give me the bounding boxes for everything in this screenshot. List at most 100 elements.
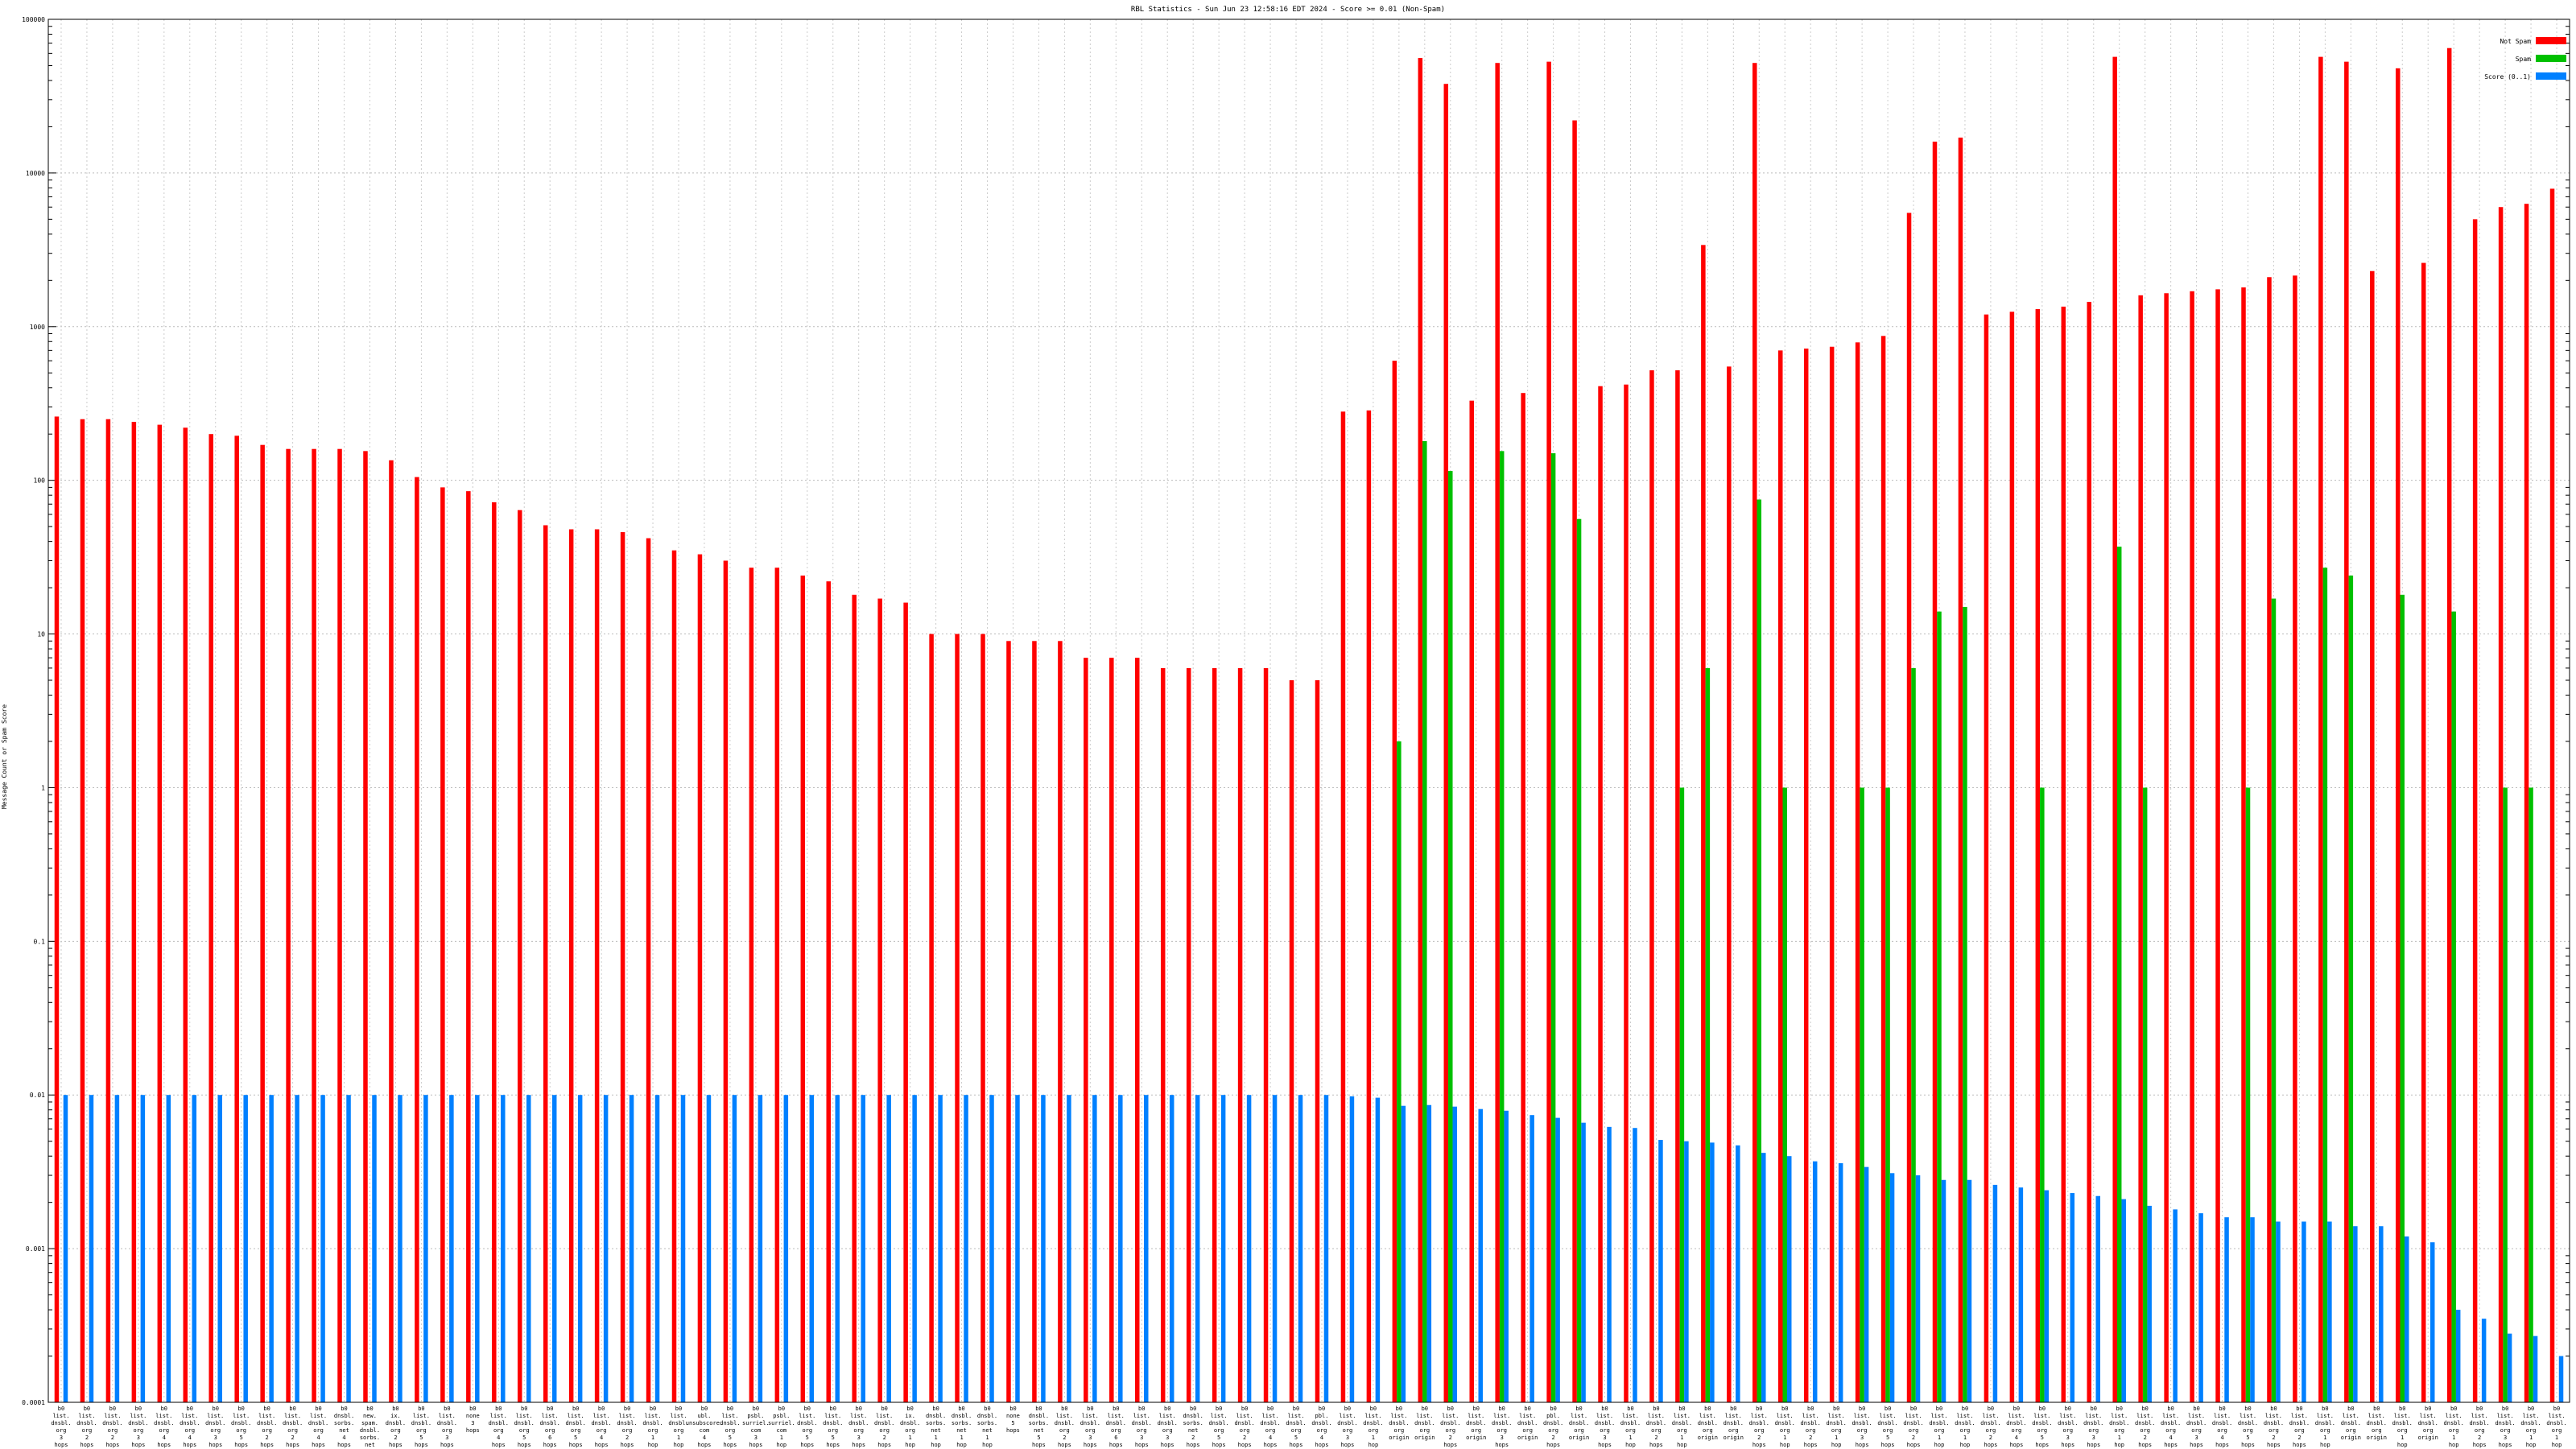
bar-not-spam bbox=[1160, 667, 1166, 1402]
x-tick-label: b0 list. dnsbl. org origin bbox=[1414, 1406, 1435, 1441]
x-tick-label: b0 ix. dnsbl. org 1 hop bbox=[900, 1406, 920, 1448]
x-tick-label-line: b0 bbox=[727, 1406, 733, 1412]
x-tick-label-line: dnsbl. bbox=[102, 1420, 122, 1426]
bar-not-spam bbox=[2396, 68, 2401, 1402]
x-tick-label-line: dnsbl. bbox=[642, 1420, 663, 1426]
x-tick-label-line: hops bbox=[698, 1442, 712, 1448]
bar-score-0-1- bbox=[938, 1095, 943, 1402]
bar-not-spam bbox=[2035, 309, 2041, 1403]
x-tick-label-line: dnsbl. bbox=[411, 1420, 431, 1426]
x-tick-label-line: org bbox=[2449, 1427, 2459, 1434]
x-tick-label-line: list. bbox=[2523, 1413, 2540, 1419]
x-tick-label-line: dnsbl. bbox=[668, 1420, 688, 1426]
x-tick-label-line: hops bbox=[1546, 1442, 1560, 1448]
bar-not-spam bbox=[1984, 314, 1989, 1402]
x-tick-label-line: 3 bbox=[471, 1420, 474, 1426]
x-tick-label-line: list. bbox=[1519, 1413, 1536, 1419]
x-tick-label-line: list. bbox=[2111, 1413, 2128, 1419]
bar-score-0-1- bbox=[475, 1095, 480, 1402]
x-tick-label-line: org bbox=[82, 1427, 93, 1434]
x-tick-label-line: 5 bbox=[832, 1435, 835, 1441]
x-tick-label-line: dnsbl. bbox=[2418, 1420, 2438, 1426]
x-tick-label-line: org bbox=[1059, 1427, 1070, 1434]
bar-score-0-1- bbox=[63, 1095, 68, 1402]
bar-not-spam bbox=[466, 491, 471, 1402]
x-tick-label-line: hops bbox=[183, 1442, 196, 1448]
x-tick-label-line: hops bbox=[1187, 1442, 1200, 1448]
x-tick-label-line: org bbox=[1754, 1427, 1765, 1434]
x-tick-label-line: dnsbl. bbox=[1646, 1420, 1666, 1426]
x-tick-label-line: org bbox=[2346, 1427, 2356, 1434]
x-tick-label-line: dnsbl. bbox=[1080, 1420, 1100, 1426]
x-tick-label-line: list. bbox=[1622, 1413, 1639, 1419]
x-tick-label-line: net bbox=[1034, 1427, 1044, 1434]
bar-score-0-1- bbox=[861, 1095, 865, 1402]
x-tick-label: b0 list. dnsbl. org 4 hops bbox=[2212, 1406, 2232, 1448]
x-tick-label-line: hops bbox=[260, 1442, 274, 1448]
bar-score-0-1- bbox=[1401, 1105, 1406, 1402]
x-tick-label-line: hops bbox=[466, 1427, 480, 1434]
bar-score-0-1- bbox=[1633, 1128, 1637, 1402]
bar-not-spam bbox=[312, 448, 316, 1403]
x-tick-label-line: 2 bbox=[1243, 1435, 1246, 1441]
x-tick-label-line: list. bbox=[2265, 1413, 2282, 1419]
x-tick-label-line: b0 bbox=[1241, 1406, 1248, 1412]
x-tick-label: b0 list. dnsbl. org 1 hop bbox=[1775, 1406, 1795, 1448]
bar-not-spam bbox=[1546, 61, 1551, 1402]
x-tick-label-line: hops bbox=[131, 1442, 145, 1448]
x-tick-label-line: dnsbl. bbox=[797, 1420, 817, 1426]
x-tick-label: b0 dnsbl. sorbs. net 5 hops bbox=[1029, 1406, 1049, 1448]
x-tick-label: b0 list. dnsbl. org 1 hop bbox=[2109, 1406, 2129, 1448]
legend-label: Not Spam bbox=[2500, 38, 2531, 45]
x-tick-label-line: org bbox=[519, 1427, 530, 1434]
bar-series bbox=[54, 47, 2564, 1403]
x-tick-label-line: dnsbl. bbox=[2212, 1420, 2232, 1426]
bar-not-spam bbox=[1392, 361, 1397, 1403]
x-tick-label-line: b0 bbox=[2244, 1406, 2251, 1412]
bar-not-spam bbox=[1366, 410, 1372, 1403]
bar-spam bbox=[1550, 453, 1556, 1403]
bar-not-spam bbox=[1521, 393, 1525, 1403]
x-tick-label-line: b0 bbox=[1704, 1406, 1711, 1412]
x-tick-label-line: hops bbox=[1804, 1442, 1818, 1448]
bar-not-spam bbox=[2112, 56, 2117, 1402]
bar-not-spam bbox=[2318, 56, 2323, 1402]
x-tick-label-line: dnsbl. bbox=[1672, 1420, 1692, 1426]
bar-score-0-1- bbox=[2533, 1335, 2538, 1402]
x-tick-label-line: list. bbox=[593, 1413, 610, 1419]
x-tick-label-line: 4 bbox=[2220, 1435, 2223, 1441]
x-tick-label-line: org bbox=[1960, 1427, 1971, 1434]
x-tick-label-line: hops bbox=[415, 1442, 428, 1448]
x-tick-label: b0 list. dnsbl. org 1 hop bbox=[2392, 1406, 2413, 1448]
bar-score-0-1- bbox=[398, 1095, 402, 1402]
x-tick-label-line: list. bbox=[2368, 1413, 2385, 1419]
bar-not-spam bbox=[1829, 346, 1835, 1402]
x-tick-label-line: org bbox=[2294, 1427, 2305, 1434]
x-tick-label-line: dnsbl. bbox=[1775, 1420, 1795, 1426]
x-tick-label: b0 list. dnsbl. org 3 hops bbox=[1080, 1406, 1100, 1448]
bar-not-spam bbox=[2446, 47, 2452, 1402]
legend: Not Spam Spam Score (0..1) bbox=[2484, 37, 2566, 80]
bar-not-spam bbox=[1315, 680, 1320, 1402]
x-tick-label-line: list. bbox=[1390, 1413, 1407, 1419]
x-tick-label: b0 list. dnsbl. org origin bbox=[2418, 1406, 2438, 1441]
x-tick-label-line: hop bbox=[648, 1442, 658, 1448]
x-tick-label-line: sorbs. bbox=[334, 1420, 354, 1426]
bar-score-0-1- bbox=[1426, 1104, 1432, 1402]
x-tick-label-line: org bbox=[134, 1427, 144, 1434]
bar-score-0-1- bbox=[1812, 1161, 1818, 1402]
bar-score-0-1- bbox=[2327, 1221, 2332, 1402]
plot-frame bbox=[47, 19, 2570, 1403]
x-tick-label-line: dnsbl. bbox=[128, 1420, 148, 1426]
x-tick-label-line: list. bbox=[1674, 1413, 1690, 1419]
x-tick-label-line: b0 bbox=[495, 1406, 502, 1412]
bar-not-spam bbox=[2138, 295, 2143, 1403]
x-tick-label-line: 3 bbox=[1603, 1435, 1606, 1441]
bar-score-0-1- bbox=[2250, 1217, 2255, 1402]
bar-not-spam bbox=[1880, 336, 1886, 1402]
x-tick-label-line: dnsbl. bbox=[2238, 1420, 2258, 1426]
x-tick-label-line: surriel. bbox=[768, 1420, 795, 1426]
bar-score-0-1- bbox=[1195, 1095, 1200, 1402]
x-tick-label-line: org bbox=[545, 1427, 555, 1434]
x-tick-label-line: 1 bbox=[1629, 1435, 1632, 1441]
